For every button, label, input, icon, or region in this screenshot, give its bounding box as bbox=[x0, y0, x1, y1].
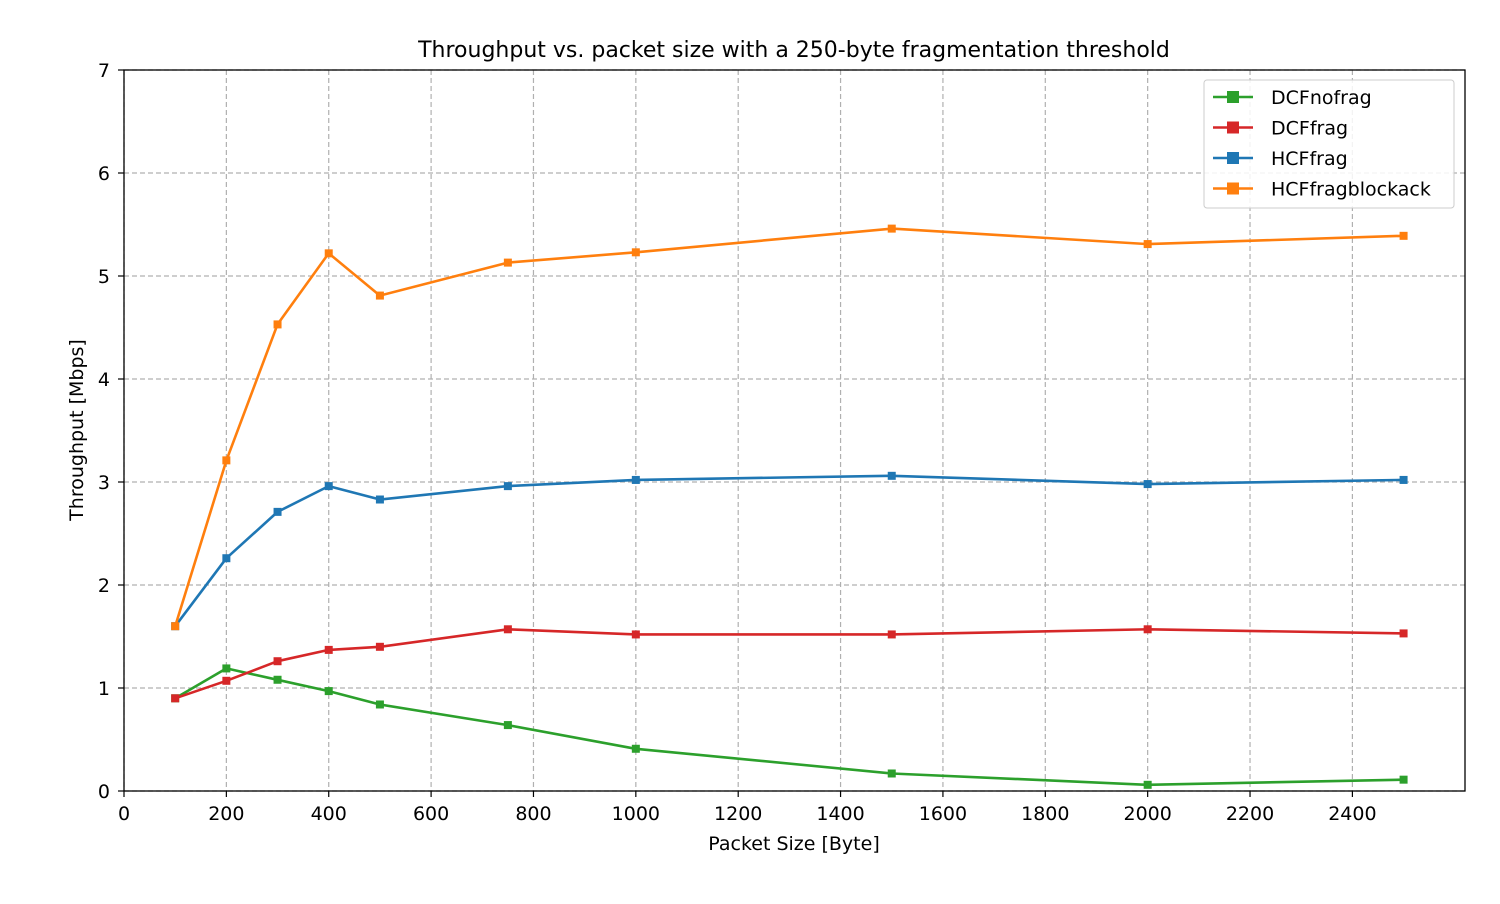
x-tick-label: 2400 bbox=[1328, 803, 1376, 825]
x-tick-label: 200 bbox=[208, 803, 244, 825]
data-point bbox=[324, 687, 333, 696]
data-point bbox=[1399, 775, 1408, 784]
data-point bbox=[375, 291, 384, 300]
data-point bbox=[503, 721, 512, 730]
x-tick-label: 2200 bbox=[1226, 803, 1274, 825]
data-point bbox=[222, 456, 231, 465]
legend-label: HCFfragblockack bbox=[1271, 179, 1431, 201]
data-point bbox=[375, 642, 384, 651]
series-HCFfragblockack bbox=[171, 224, 1408, 631]
data-point bbox=[631, 248, 640, 257]
data-point bbox=[503, 258, 512, 267]
data-point bbox=[375, 700, 384, 709]
series-line bbox=[174, 667, 1404, 787]
data-point bbox=[273, 507, 282, 516]
legend-item: DCFnofrag bbox=[1213, 87, 1372, 109]
data-point bbox=[1143, 780, 1152, 789]
series-DCFfrag bbox=[171, 625, 1408, 703]
x-axis-label: Packet Size [Byte] bbox=[708, 833, 879, 855]
data-point bbox=[887, 224, 896, 233]
data-point bbox=[222, 676, 231, 685]
axes: 0 200 400 600 800 1000 1200 1400 1600 1800 2000 220… bbox=[98, 60, 1466, 825]
y-axis-label: Throughput [Mbps] bbox=[66, 339, 88, 522]
data-point bbox=[324, 249, 333, 258]
series-lines bbox=[171, 224, 1408, 789]
data-point bbox=[1143, 240, 1152, 249]
x-tick-label: 1000 bbox=[612, 803, 660, 825]
data-point bbox=[324, 482, 333, 491]
x-tick-label: 0 bbox=[118, 803, 130, 825]
plot-frame bbox=[123, 69, 1466, 792]
legend-marker bbox=[1227, 152, 1239, 164]
data-point bbox=[171, 622, 180, 631]
y-tick-label: 7 bbox=[98, 60, 110, 82]
legend: DCFnofrag DCFfrag HCFfrag HCFfragblockack bbox=[1203, 79, 1455, 209]
data-point bbox=[887, 769, 896, 778]
x-tick-label: 600 bbox=[413, 803, 449, 825]
data-point bbox=[1143, 625, 1152, 634]
data-point bbox=[222, 664, 231, 673]
series-DCFnofrag bbox=[171, 664, 1408, 789]
legend-marker bbox=[1227, 91, 1239, 103]
x-tick-label: 1400 bbox=[816, 803, 864, 825]
legend-item: DCFfrag bbox=[1213, 118, 1348, 140]
data-point bbox=[273, 657, 282, 666]
data-point bbox=[375, 495, 384, 504]
y-tick-label: 6 bbox=[98, 163, 110, 185]
legend-marker bbox=[1227, 121, 1239, 134]
x-tick-label: 2000 bbox=[1123, 803, 1171, 825]
data-point bbox=[887, 471, 896, 480]
y-tick-label: 5 bbox=[98, 266, 110, 288]
data-point bbox=[324, 645, 333, 654]
chart-title: Throughput vs. packet size with a 250-by… bbox=[417, 38, 1170, 63]
legend-box bbox=[1203, 79, 1455, 209]
data-point bbox=[273, 675, 282, 684]
legend-marker bbox=[1227, 182, 1239, 195]
data-point bbox=[1399, 629, 1408, 638]
x-tick-label: 800 bbox=[515, 803, 551, 825]
legend-label: HCFfrag bbox=[1271, 148, 1348, 170]
legend-item: HCFfragblockack bbox=[1213, 179, 1431, 201]
data-point bbox=[222, 554, 231, 563]
y-tick-label: 3 bbox=[98, 472, 110, 494]
data-point bbox=[503, 625, 512, 634]
data-point bbox=[887, 630, 896, 639]
series-line bbox=[173, 227, 1404, 627]
x-tick-label: 400 bbox=[311, 803, 347, 825]
x-tick-label: 1600 bbox=[919, 803, 967, 825]
data-point bbox=[631, 744, 640, 753]
x-tick-label: 1800 bbox=[1021, 803, 1069, 825]
y-tick-label: 0 bbox=[98, 781, 110, 803]
series-line bbox=[174, 627, 1404, 700]
data-point bbox=[1143, 480, 1152, 489]
legend-label: DCFnofrag bbox=[1271, 87, 1372, 109]
legend-item: HCFfrag bbox=[1213, 148, 1348, 170]
data-point bbox=[631, 630, 640, 639]
y-tick-label: 1 bbox=[98, 678, 110, 700]
data-point bbox=[1399, 475, 1408, 484]
data-point bbox=[171, 694, 180, 703]
series-HCFfrag bbox=[171, 471, 1408, 631]
data-point bbox=[273, 320, 282, 329]
data-point bbox=[503, 482, 512, 491]
data-point bbox=[631, 475, 640, 484]
legend-label: DCFfrag bbox=[1271, 118, 1348, 140]
x-tick-label: 1200 bbox=[714, 803, 762, 825]
data-point bbox=[1399, 231, 1408, 240]
y-tick-label: 4 bbox=[98, 369, 110, 391]
series-line bbox=[174, 474, 1404, 627]
y-tick-label: 2 bbox=[98, 575, 110, 597]
